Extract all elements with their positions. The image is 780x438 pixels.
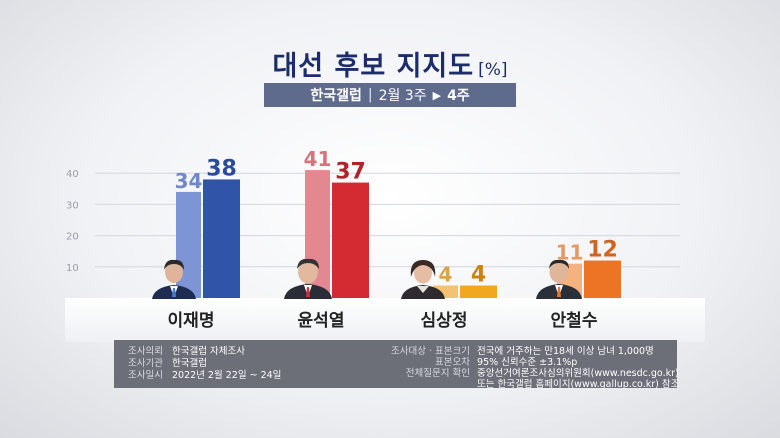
data-label-current-week: 12 bbox=[587, 238, 618, 263]
title-area: 대선 후보 지지도 [%] bbox=[0, 44, 780, 83]
subtitle-weeks: 2월 3주 bbox=[378, 88, 427, 104]
subtitle-current-week: 4주 bbox=[447, 88, 470, 104]
y-tick-label: 40 bbox=[66, 169, 79, 180]
info-label: 전체질문지 확인 bbox=[405, 368, 470, 379]
bar-prev-week bbox=[176, 191, 201, 298]
info-left-row: 조사의뢰 한국갤럽 자체조사 bbox=[128, 343, 245, 357]
info-label: 표본오차 bbox=[435, 357, 470, 368]
data-label-current-week: 37 bbox=[335, 160, 366, 185]
bar-current-week bbox=[584, 260, 621, 298]
candidate-name-ahn: 안철수 bbox=[550, 311, 598, 331]
info-label: 조사일시 bbox=[128, 370, 163, 381]
info-right-row: 전체질문지 확인 중앙선거여론조사심의위원회(www.nesdc.go.kr) bbox=[390, 365, 679, 379]
candidate-photo-ahn bbox=[536, 259, 582, 299]
info-value: 전국에 거주하는 만18세 이상 남녀 1,000명 bbox=[477, 346, 654, 357]
subtitle-bar: 한국갤럽 | 2월 3주 ▶ 4주 bbox=[264, 83, 516, 107]
data-label-current-week: 4 bbox=[471, 263, 486, 288]
info-label: 조사의뢰 bbox=[128, 346, 163, 357]
bar-current-week bbox=[332, 182, 369, 298]
data-label-prev-week: 34 bbox=[175, 169, 203, 193]
play-arrow-icon: ▶ bbox=[432, 88, 442, 102]
info-right-row: 조사대상 · 표본크기 전국에 거주하는 만18세 이상 남녀 1,000명 bbox=[390, 343, 654, 357]
candidate-name-sim: 심상정 bbox=[420, 311, 468, 331]
info-value: 한국갤럽 자체조사 bbox=[172, 346, 245, 357]
info-left-row: 조사기관 한국갤럽 bbox=[128, 355, 207, 369]
title-unit: [%] bbox=[478, 60, 508, 80]
info-right-row: 또는 한국갤럽 홈페이지(www.gallup.co.kr) 참조 bbox=[390, 376, 679, 390]
y-tick-label: 20 bbox=[66, 232, 79, 243]
info-value: 한국갤럽 bbox=[172, 358, 207, 369]
candidate-name-yoon: 윤석열 bbox=[297, 311, 345, 331]
y-tick-label: 30 bbox=[66, 200, 79, 211]
candidate-name-lee: 이재명 bbox=[167, 311, 215, 331]
bar-current-week bbox=[203, 179, 240, 298]
subtitle-org: 한국갤럽 bbox=[310, 88, 362, 104]
data-label-prev-week: 41 bbox=[304, 147, 332, 171]
info-value: 95% 신뢰수준 ±3.1%p bbox=[477, 357, 578, 368]
y-tick-label: 10 bbox=[66, 263, 79, 274]
info-right-row: 표본오차 95% 신뢰수준 ±3.1%p bbox=[390, 354, 577, 368]
info-label: 조사기관 bbox=[128, 358, 163, 369]
data-label-current-week: 38 bbox=[206, 156, 237, 181]
chart-title: 대선 후보 지지도 bbox=[272, 51, 475, 82]
subtitle-separator: | bbox=[367, 87, 373, 103]
info-left-row: 조사일시 2022년 2월 22일 ~ 24일 bbox=[128, 367, 281, 381]
candidate-names-band bbox=[65, 298, 705, 342]
survey-info-box: 조사의뢰 한국갤럽 자체조사 조사기관 한국갤럽 조사일시 2022년 2월 2… bbox=[114, 340, 679, 390]
info-label: 조사대상 · 표본크기 bbox=[391, 346, 470, 357]
data-label-prev-week: 4 bbox=[439, 263, 453, 287]
info-value: 중앙선거여론조사심의위원회(www.nesdc.go.kr) bbox=[477, 368, 679, 379]
info-value: 2022년 2월 22일 ~ 24일 bbox=[172, 370, 282, 381]
candidate-photo-yoon bbox=[284, 258, 332, 299]
bar-current-week bbox=[460, 285, 497, 298]
candidate-photo-lee bbox=[152, 259, 196, 299]
candidate-photo-sim bbox=[401, 260, 445, 299]
info-value: 또는 한국갤럽 홈페이지(www.gallup.co.kr) 참조 bbox=[477, 379, 680, 390]
